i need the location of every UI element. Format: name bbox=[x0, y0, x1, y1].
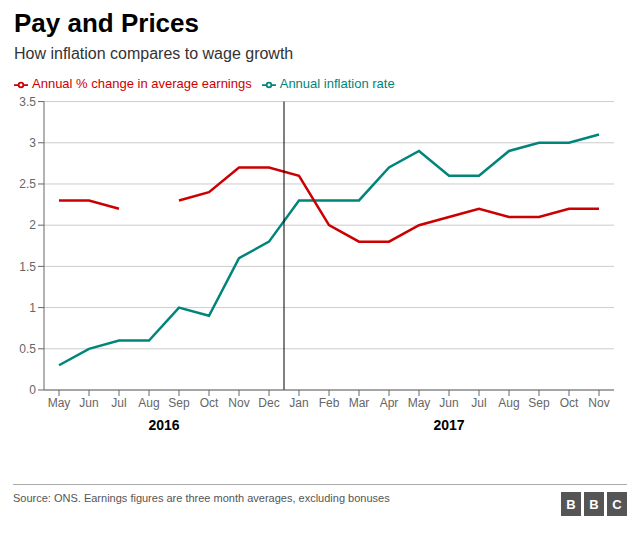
html-text:Annual inflation rate: Annual inflation rate bbox=[279, 76, 395, 91]
svg-text:2.5: 2.5 bbox=[19, 177, 36, 191]
svg-text:Oct: Oct bbox=[560, 396, 579, 410]
svg-text:Jun: Jun bbox=[79, 396, 98, 410]
svg-text:Jul: Jul bbox=[111, 396, 126, 410]
html-text:C: C bbox=[612, 496, 622, 512]
html-text:How inflation compares to wage: How inflation compares to wage growth bbox=[14, 45, 294, 62]
svg-text:Nov: Nov bbox=[228, 396, 249, 410]
svg-text:Jul: Jul bbox=[471, 396, 486, 410]
svg-text:Aug: Aug bbox=[138, 396, 159, 410]
svg-text:0.5: 0.5 bbox=[19, 342, 36, 356]
svg-text:Apr: Apr bbox=[380, 396, 399, 410]
svg-text:May: May bbox=[408, 396, 431, 410]
html-text:Annual % change in average ear: Annual % change in average earnings bbox=[32, 76, 252, 91]
svg-text:Sep: Sep bbox=[168, 396, 190, 410]
svg-text:2016: 2016 bbox=[148, 417, 179, 433]
html-text:B: B bbox=[589, 496, 599, 512]
svg-text:3.5: 3.5 bbox=[19, 95, 36, 109]
svg-text:1: 1 bbox=[29, 301, 36, 315]
svg-text:Jan: Jan bbox=[289, 396, 308, 410]
svg-text:May: May bbox=[48, 396, 71, 410]
html-text:Pay and Prices: Pay and Prices bbox=[14, 8, 199, 38]
html-text:Source: ONS. Earnings figures: Source: ONS. Earnings figures are three … bbox=[13, 492, 390, 504]
svg-text:0: 0 bbox=[29, 383, 36, 397]
svg-text:Aug: Aug bbox=[498, 396, 519, 410]
svg-text:Mar: Mar bbox=[349, 396, 370, 410]
svg-text:2: 2 bbox=[29, 218, 36, 232]
svg-text:Oct: Oct bbox=[200, 396, 219, 410]
svg-text:Nov: Nov bbox=[588, 396, 609, 410]
svg-text:Sep: Sep bbox=[528, 396, 550, 410]
svg-text:2017: 2017 bbox=[433, 417, 464, 433]
svg-text:Dec: Dec bbox=[258, 396, 279, 410]
svg-text:Jun: Jun bbox=[439, 396, 458, 410]
html-text:B: B bbox=[566, 496, 576, 512]
svg-text:1.5: 1.5 bbox=[19, 260, 36, 274]
svg-text:Feb: Feb bbox=[319, 396, 340, 410]
svg-text:3: 3 bbox=[29, 136, 36, 150]
